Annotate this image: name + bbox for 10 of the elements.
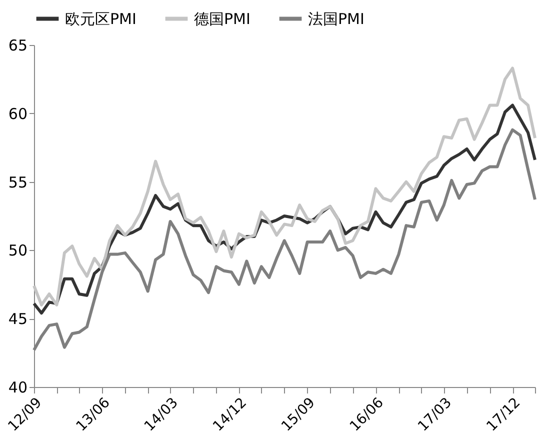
y-tick-label: 55 [8,173,28,192]
y-tick-label: 65 [8,36,28,54]
y-tick-label: 60 [8,104,28,123]
legend-label: 法国PMI [308,10,364,28]
y-tick-label: 40 [8,378,28,396]
y-tick-label: 50 [8,242,28,260]
y-tick-label: 45 [8,310,28,328]
legend-label: 德国PMI [194,10,250,28]
legend-label: 欧元区PMI [65,10,136,28]
line-series [32,66,536,306]
